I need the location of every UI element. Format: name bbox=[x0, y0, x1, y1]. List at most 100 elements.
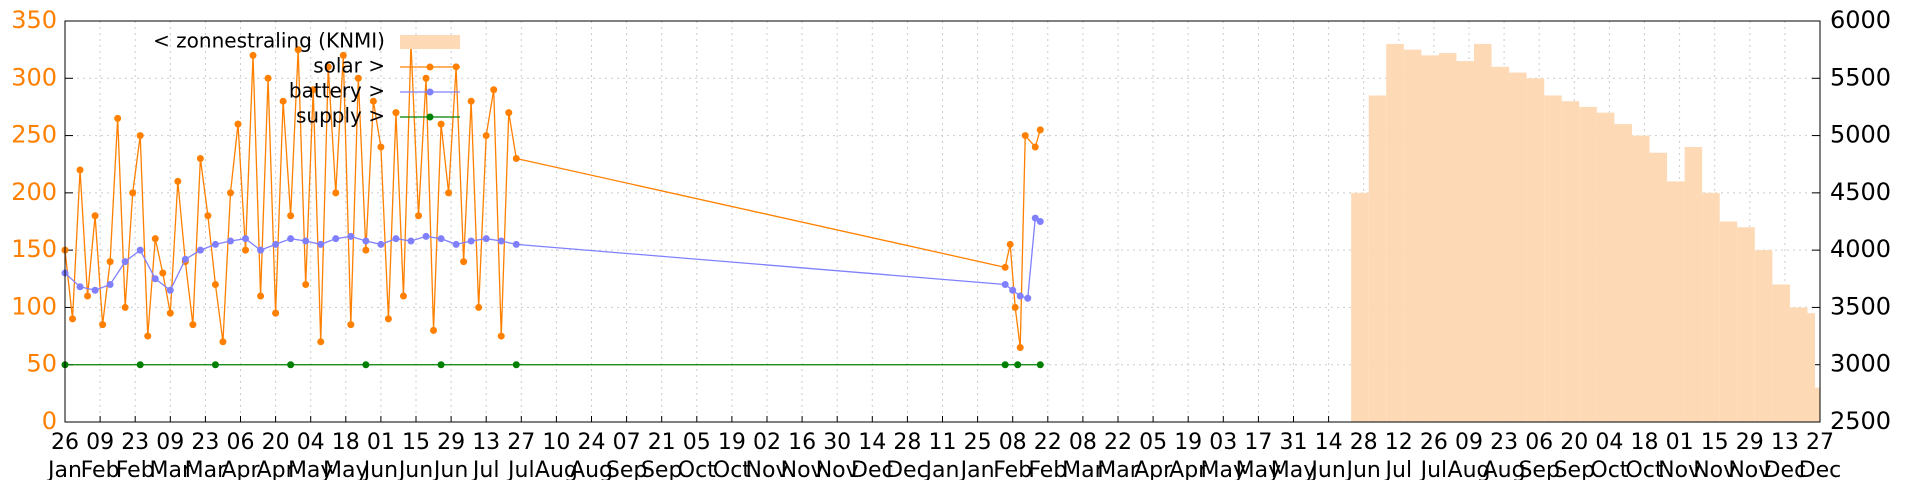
x-tick-label: 26 bbox=[1420, 430, 1448, 455]
series-point bbox=[69, 315, 77, 323]
x-tick-month: Nov bbox=[1693, 458, 1736, 480]
x-tick-month: Aug bbox=[535, 458, 578, 480]
x-tick-month: Oct bbox=[678, 458, 716, 480]
x-tick-month: Jun bbox=[362, 458, 398, 480]
x-tick-month: Jun bbox=[432, 458, 468, 480]
x-tick-month: May bbox=[323, 458, 368, 480]
x-tick-month: Oct bbox=[1590, 458, 1628, 480]
area-step bbox=[1772, 284, 1790, 422]
y-tick-label: 250 bbox=[11, 121, 57, 149]
x-tick-label: 09 bbox=[1455, 430, 1483, 455]
series-point bbox=[422, 232, 430, 240]
x-tick-label: 17 bbox=[1244, 430, 1272, 455]
series-point bbox=[505, 109, 513, 117]
x-tick-month: Dec bbox=[1764, 458, 1807, 480]
series-point bbox=[257, 246, 265, 254]
x-tick-month: Jan bbox=[46, 458, 82, 480]
area-step bbox=[1386, 43, 1404, 423]
series-point bbox=[129, 189, 137, 197]
x-tick-month: Oct bbox=[713, 458, 751, 480]
area-step bbox=[1421, 55, 1439, 422]
series-point bbox=[1016, 292, 1024, 300]
x-tick-label: 14 bbox=[858, 430, 886, 455]
area-step bbox=[1614, 124, 1632, 422]
y-tick-label: 300 bbox=[11, 63, 57, 91]
x-tick-month: Jul bbox=[506, 458, 535, 480]
area-step bbox=[1754, 250, 1773, 422]
x-tick-month: Jul bbox=[1384, 458, 1413, 480]
area-step bbox=[1438, 53, 1457, 423]
area-step bbox=[1368, 95, 1387, 422]
x-tick-label: 01 bbox=[1666, 430, 1694, 455]
x-tick-label: 19 bbox=[1174, 430, 1202, 455]
x-tick-month: Oct bbox=[1625, 458, 1663, 480]
x-tick-label: 18 bbox=[1631, 430, 1659, 455]
series-point bbox=[144, 332, 152, 340]
series-point bbox=[460, 258, 468, 266]
series-point bbox=[1016, 344, 1024, 352]
series-point bbox=[302, 281, 310, 289]
series-point bbox=[1001, 281, 1009, 289]
area-step bbox=[1544, 95, 1562, 422]
x-tick-month: Mar bbox=[1062, 458, 1104, 480]
y-tick-label: 100 bbox=[11, 292, 57, 320]
x-tick-month: May bbox=[288, 458, 333, 480]
series-point bbox=[415, 212, 423, 220]
series-point bbox=[377, 240, 385, 248]
area-step bbox=[1596, 112, 1615, 423]
series-line bbox=[64, 216, 1041, 300]
x-tick-label: 25 bbox=[964, 430, 992, 455]
x-tick-label: 22 bbox=[1034, 430, 1062, 455]
series-point bbox=[1011, 303, 1019, 311]
x-tick-label: 03 bbox=[1209, 430, 1237, 455]
x-tick-label: 08 bbox=[999, 430, 1027, 455]
series-point bbox=[392, 235, 400, 243]
y-tick-label: 200 bbox=[11, 178, 57, 206]
series-point bbox=[1014, 361, 1022, 369]
area-step bbox=[1351, 192, 1369, 422]
area-step bbox=[1631, 135, 1650, 423]
series-point bbox=[452, 240, 460, 248]
series-point bbox=[430, 326, 438, 334]
x-tick-month: Nov bbox=[816, 458, 859, 480]
series-point bbox=[136, 246, 144, 254]
series-point bbox=[324, 63, 332, 71]
series-point bbox=[287, 361, 295, 369]
area-step bbox=[1579, 106, 1597, 422]
x-tick-month: Apr bbox=[1169, 458, 1208, 480]
series-point bbox=[106, 258, 114, 266]
x-tick-month: Nov bbox=[1658, 458, 1701, 480]
series-point bbox=[151, 275, 159, 283]
x-tick-month: Jan bbox=[959, 458, 995, 480]
series-point bbox=[317, 338, 325, 346]
series-point bbox=[1001, 263, 1009, 271]
x-tick-label: 29 bbox=[437, 430, 465, 455]
series-point bbox=[242, 246, 250, 254]
x-tick-label: 20 bbox=[262, 430, 290, 455]
x-tick-label: 31 bbox=[1280, 430, 1308, 455]
x-tick-month: Nov bbox=[781, 458, 824, 480]
series-point bbox=[475, 303, 483, 311]
legend-label: < zonnestraling (KNMI) bbox=[153, 29, 385, 53]
series-point bbox=[490, 86, 498, 94]
area-step bbox=[1702, 192, 1720, 422]
series-point bbox=[287, 212, 295, 220]
x-tick-label: 21 bbox=[648, 430, 676, 455]
x-tick-month: Feb bbox=[116, 458, 155, 480]
y2-tick-label: 3500 bbox=[1830, 292, 1891, 320]
series-point bbox=[437, 235, 445, 243]
x-tick-month: Jun bbox=[1309, 458, 1345, 480]
series-point bbox=[189, 321, 197, 329]
series-point bbox=[354, 74, 362, 82]
x-tick-label: 20 bbox=[1560, 430, 1588, 455]
series-point bbox=[482, 235, 490, 243]
series-point bbox=[76, 283, 84, 291]
x-tick-label: 05 bbox=[1139, 430, 1167, 455]
series-point bbox=[264, 74, 272, 82]
series-point bbox=[497, 332, 505, 340]
x-tick-month: May bbox=[1271, 458, 1316, 480]
x-tick-label: 10 bbox=[542, 430, 570, 455]
x-tick-label: 23 bbox=[191, 430, 219, 455]
series-point bbox=[445, 189, 453, 197]
legend-point bbox=[426, 113, 434, 121]
